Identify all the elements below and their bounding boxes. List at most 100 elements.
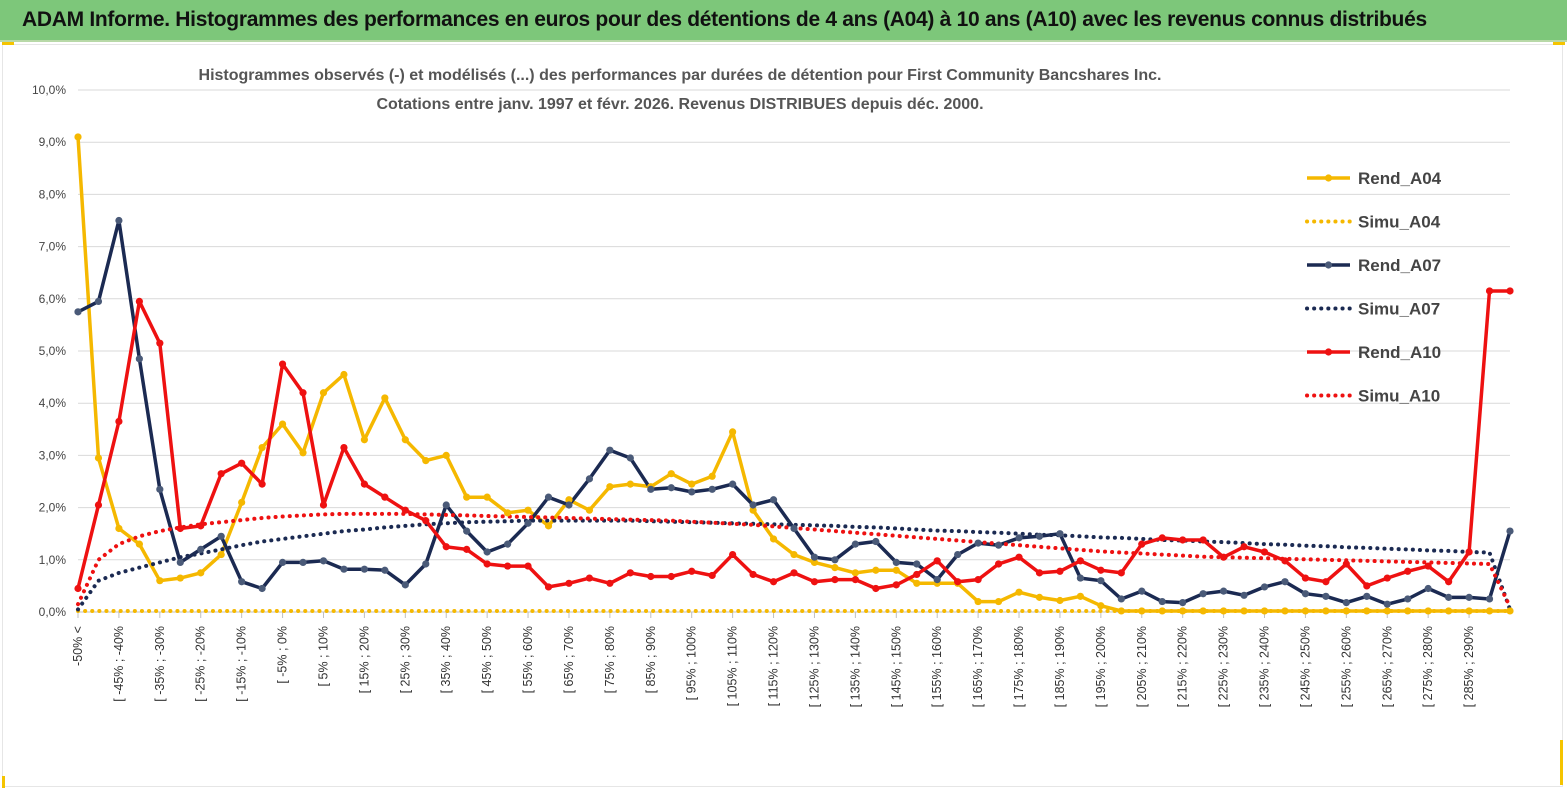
point-rend-a07 (667, 484, 675, 492)
point-rend-a07 (851, 540, 859, 548)
point-rend-a07 (1076, 574, 1084, 582)
point-rend-a10 (1056, 567, 1064, 575)
point-rend-a10 (1260, 548, 1269, 556)
point-rend-a07 (94, 297, 103, 306)
point-rend-a10 (688, 567, 696, 575)
point-rend-a07 (1138, 587, 1146, 595)
point-rend-a07 (1445, 593, 1453, 601)
point-rend-a10 (1158, 534, 1166, 542)
y-tick-label: 1,0% (39, 553, 67, 567)
point-rend-a07 (1322, 592, 1330, 600)
point-rend-a04 (851, 569, 859, 577)
series-line-rend-a07 (77, 218, 1512, 606)
gridlines (78, 89, 1510, 613)
point-rend-a04 (299, 449, 307, 457)
point-rend-a07 (1485, 595, 1494, 603)
point-rend-a04 (1465, 607, 1473, 615)
point-rend-a10 (1301, 574, 1310, 582)
x-tick-label: [ 185% ; 190% (1053, 626, 1067, 707)
point-rend-a10 (667, 572, 675, 581)
point-rend-a10 (115, 417, 123, 426)
point-rend-a10 (176, 524, 184, 533)
point-rend-a04 (688, 480, 696, 488)
point-rend-a04 (810, 558, 819, 567)
frame-corner-top-right (1553, 42, 1565, 45)
point-rend-a04 (974, 597, 982, 606)
x-tick-label: [ 15% ; 20% (357, 626, 371, 693)
point-rend-a07 (258, 584, 266, 593)
series-line-rend-a04 (76, 136, 1510, 613)
point-rend-a10 (319, 501, 328, 509)
point-rend-a07 (463, 527, 471, 535)
point-rend-a10 (1506, 287, 1514, 295)
y-axis-ticks: 0,0% 1,0% 2,0% 3,0% 4,0% 5,0% 6,0% 7,0% 8,0% 9,0%… (32, 83, 66, 619)
point-rend-a07 (1363, 592, 1371, 600)
point-rend-a07 (606, 446, 614, 454)
point-rend-a04 (1138, 607, 1146, 615)
point-rend-a10 (892, 581, 900, 589)
point-rend-a04 (872, 566, 880, 574)
x-tick-label: [ 235% ; 240% (1258, 626, 1272, 707)
point-rend-a04 (115, 524, 123, 533)
point-rend-a04 (769, 535, 778, 543)
point-rend-a04 (1383, 607, 1391, 615)
point-rend-a04 (1445, 607, 1453, 615)
point-rend-a04 (176, 574, 184, 582)
point-rend-a07 (1424, 584, 1432, 593)
point-rend-a04 (381, 394, 389, 402)
x-tick-label: [ 265% ; 270% (1380, 626, 1394, 707)
chart-frame (2, 44, 1563, 787)
point-rend-a04 (606, 483, 614, 491)
point-rend-a10 (994, 560, 1003, 568)
point-rend-a10 (1445, 578, 1453, 586)
y-tick-label: 10,0% (32, 83, 66, 97)
point-rend-a04 (1179, 607, 1187, 615)
point-rend-a10 (1220, 553, 1228, 561)
point-rend-a10 (974, 576, 982, 584)
point-rend-a10 (197, 522, 205, 530)
point-rend-a10 (340, 443, 348, 452)
point-rend-a10 (524, 562, 532, 570)
point-rend-a07 (994, 541, 1003, 549)
point-rend-a04 (483, 493, 491, 501)
point-rend-a07 (483, 548, 491, 556)
point-rend-a10 (626, 569, 634, 577)
point-rend-a04 (1158, 607, 1166, 615)
point-rend-a07 (524, 519, 532, 527)
point-rend-a04 (1322, 607, 1330, 615)
point-rend-a04 (994, 597, 1003, 606)
point-rend-a07 (1117, 595, 1125, 603)
series-lines (74, 133, 1514, 615)
point-rend-a04 (1301, 607, 1310, 615)
point-rend-a07 (1404, 595, 1412, 603)
legend-marker-rend-a10 (1324, 348, 1333, 356)
point-rend-a07 (933, 576, 941, 584)
point-rend-a04 (913, 579, 921, 587)
y-tick-label: 9,0% (39, 135, 67, 149)
point-rend-a04 (1363, 607, 1371, 615)
point-rend-a04 (1260, 607, 1269, 615)
point-rend-a07 (913, 560, 921, 568)
point-rend-a07 (1240, 591, 1248, 599)
x-axis-ticks: -50% < [ -45% ; -40% [ -35% ; -30% [ -25% ;… (71, 612, 1476, 707)
point-rend-a10 (1179, 536, 1187, 544)
point-rend-a10 (749, 570, 757, 579)
x-tick-label: [ 275% ; 280% (1421, 626, 1435, 707)
y-tick-label: 2,0% (39, 501, 67, 515)
point-rend-a07 (1383, 600, 1391, 608)
point-rend-a07 (442, 501, 450, 509)
frame-corner-bottom-left (2, 776, 5, 788)
point-rend-a10 (422, 517, 430, 525)
point-rend-a10 (74, 584, 82, 593)
point-rend-a10 (1015, 553, 1023, 561)
point-rend-a07 (1342, 599, 1350, 607)
point-rend-a04 (74, 133, 82, 141)
point-rend-a10 (156, 339, 164, 347)
point-rend-a10 (1322, 578, 1330, 586)
point-rend-a07 (1015, 534, 1023, 542)
point-rend-a04 (504, 509, 512, 517)
legend-label-rend-a10: Rend_A10 (1358, 343, 1441, 362)
point-rend-a04 (544, 522, 553, 530)
legend-label-rend-a07: Rend_A07 (1358, 256, 1441, 275)
